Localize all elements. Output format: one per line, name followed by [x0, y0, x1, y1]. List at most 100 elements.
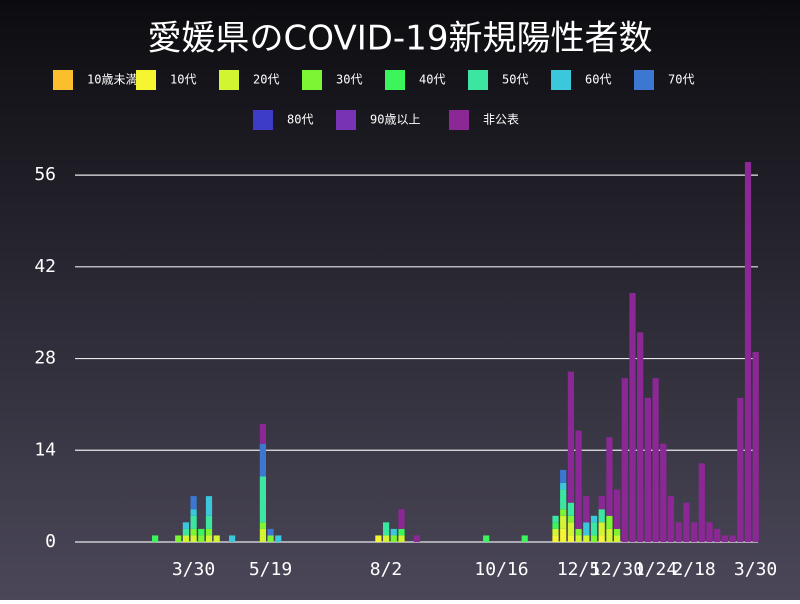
legend-label: 60代 [585, 73, 611, 87]
bar-segment [521, 535, 528, 542]
bar-segment [560, 509, 567, 516]
legend-label: 90歳以上 [370, 113, 420, 127]
bar-segment [390, 535, 397, 542]
bar-segment [383, 522, 390, 536]
bar-segment [567, 502, 574, 516]
bar-segment [737, 397, 744, 542]
bar-segment [390, 528, 397, 536]
bar-segment [575, 430, 582, 529]
bar-segment [483, 535, 490, 542]
bar-segment [614, 535, 621, 542]
bar-segment [398, 535, 405, 542]
legend-swatch [634, 70, 654, 90]
bar-segment [398, 509, 405, 529]
bar-segment [560, 469, 567, 484]
bar-segment [621, 378, 628, 542]
bar-segment [560, 483, 567, 490]
bar-segment [552, 535, 559, 542]
bar-segment [590, 515, 598, 523]
bar-segment [614, 528, 621, 536]
legend-swatch [468, 70, 488, 90]
bar-segment [190, 509, 197, 516]
bar-segment [205, 515, 213, 529]
bar-segment [598, 522, 605, 536]
bar-segment [567, 535, 574, 542]
bar-segment [567, 371, 574, 503]
bar-segment [552, 515, 559, 523]
bar-segment [590, 522, 598, 536]
legend-label: 20代 [253, 73, 279, 87]
bar-segment [383, 535, 390, 542]
chart-title: 愛媛県のCOVID-19新規陽性者数 [148, 19, 653, 59]
y-tick-label: 42 [34, 256, 56, 277]
bar-segment [190, 528, 197, 536]
bar-segment [575, 528, 582, 536]
bar-segment [259, 443, 266, 477]
legend-label: 50代 [502, 73, 528, 87]
legend-swatch [219, 70, 239, 90]
bar-segment [190, 535, 197, 542]
legend-swatch [449, 110, 469, 130]
bar-segment [575, 535, 582, 542]
legend-label: 非公表 [483, 113, 519, 127]
bar-segment [721, 535, 728, 542]
bar-segment [667, 496, 675, 542]
bar-segment [691, 522, 698, 542]
bar-segment [205, 528, 213, 536]
legend-label: 40代 [419, 73, 445, 87]
bar-segment [652, 378, 659, 542]
bar-segment [675, 522, 682, 542]
bar-segment [267, 535, 274, 542]
bar-segment [552, 522, 559, 529]
x-tick-label: 12/5 [557, 559, 600, 580]
bar-segment [606, 437, 613, 516]
bar-segment [590, 535, 598, 542]
bar-segment [205, 496, 213, 516]
legend-label: 30代 [336, 73, 362, 87]
bar-segment [598, 496, 605, 510]
bar-segment [683, 502, 690, 542]
legend-swatch [302, 70, 322, 90]
bar-segment [567, 515, 574, 523]
x-tick-label: 12/30 [590, 559, 644, 580]
bar-segment [259, 522, 266, 529]
bar-segment [637, 332, 644, 542]
bar-segment [398, 528, 405, 536]
bar-segment [213, 535, 220, 542]
x-tick-label: 2/18 [672, 559, 715, 580]
bar-segment [375, 535, 382, 542]
bar-segment [182, 522, 189, 529]
bar-segment [606, 528, 613, 542]
legend-swatch [336, 110, 356, 130]
bar-segment [560, 515, 567, 529]
bar-segment [583, 522, 590, 536]
legend-swatch [53, 70, 73, 90]
bar-segment [229, 535, 236, 542]
bar-segment [706, 522, 713, 542]
bar-segment [182, 528, 189, 536]
y-tick-label: 14 [34, 439, 56, 460]
bar-segment [175, 535, 182, 542]
legend-swatch [253, 110, 273, 130]
bar-segment [552, 528, 559, 536]
bar-segment [614, 489, 621, 529]
bar-segment [598, 509, 605, 523]
bar-segment [560, 489, 567, 510]
bar-segment [744, 162, 752, 542]
x-tick-label: 8/2 [370, 559, 403, 580]
bar-segment [583, 496, 590, 523]
bar-segment [714, 528, 721, 542]
x-tick-label: 10/16 [474, 559, 528, 580]
x-tick-label: 1/24 [634, 559, 677, 580]
legend-label: 70代 [668, 73, 694, 87]
bar-segment [752, 352, 759, 542]
x-tick-label: 3/30 [172, 559, 215, 580]
bar-segment [152, 535, 159, 542]
y-tick-label: 56 [34, 164, 56, 185]
bar-segment [598, 535, 605, 542]
bar-segment [205, 535, 213, 542]
bar-segment [190, 515, 197, 529]
